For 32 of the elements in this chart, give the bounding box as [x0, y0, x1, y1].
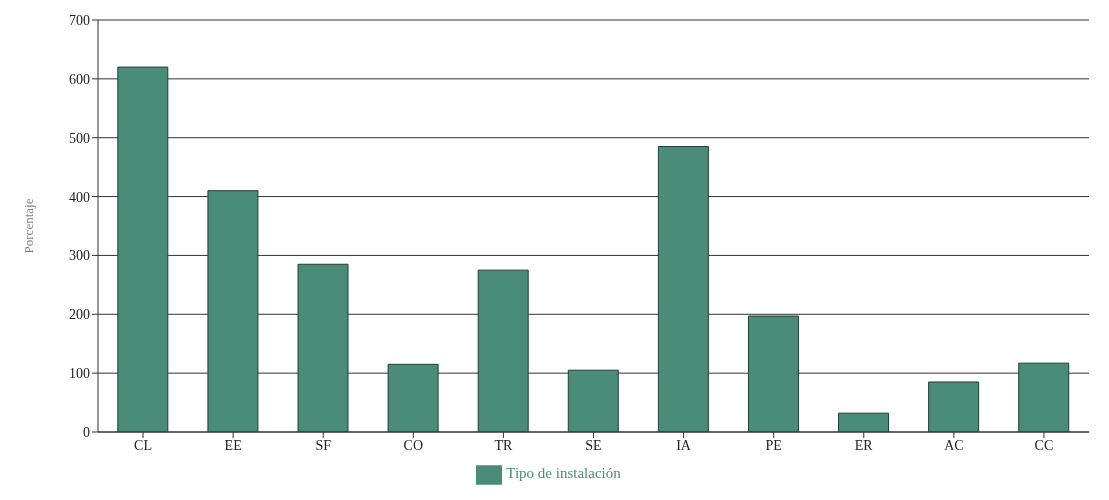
bar	[567, 369, 619, 432]
y-tick-label: 100	[69, 366, 90, 382]
y-axis-title: Porcentaje	[20, 198, 36, 254]
bar	[657, 146, 709, 432]
bar	[747, 315, 799, 432]
y-tick-label: 0	[83, 424, 90, 440]
bar	[117, 66, 169, 432]
y-tick-label: 300	[69, 248, 90, 264]
bar	[207, 190, 259, 432]
x-tick-label: AC	[944, 437, 964, 453]
y-tick-label: 400	[69, 189, 90, 205]
x-tick-label: SE	[585, 437, 602, 453]
bar	[387, 363, 439, 432]
x-tick-label: SF	[315, 437, 332, 453]
bar	[477, 269, 529, 432]
y-tick-label: 200	[69, 307, 90, 323]
bar	[928, 381, 980, 432]
bar	[297, 263, 349, 432]
x-tick-label: CC	[1034, 437, 1054, 453]
y-tick-label: 600	[69, 71, 90, 87]
x-tick-label: CL	[134, 437, 152, 453]
legend-label: Tipo de instalación	[506, 465, 621, 482]
x-tick-label: CO	[403, 437, 424, 453]
y-tick-label: 700	[69, 12, 90, 28]
x-tick-label: PE	[765, 437, 782, 453]
x-tick-label: ER	[854, 437, 874, 453]
x-tick-label: IA	[676, 437, 692, 453]
x-tick-label: TR	[494, 437, 514, 453]
x-tick-label: EE	[224, 437, 242, 453]
y-tick-label: 500	[69, 130, 90, 146]
bar	[1018, 362, 1070, 432]
bar	[838, 412, 890, 432]
